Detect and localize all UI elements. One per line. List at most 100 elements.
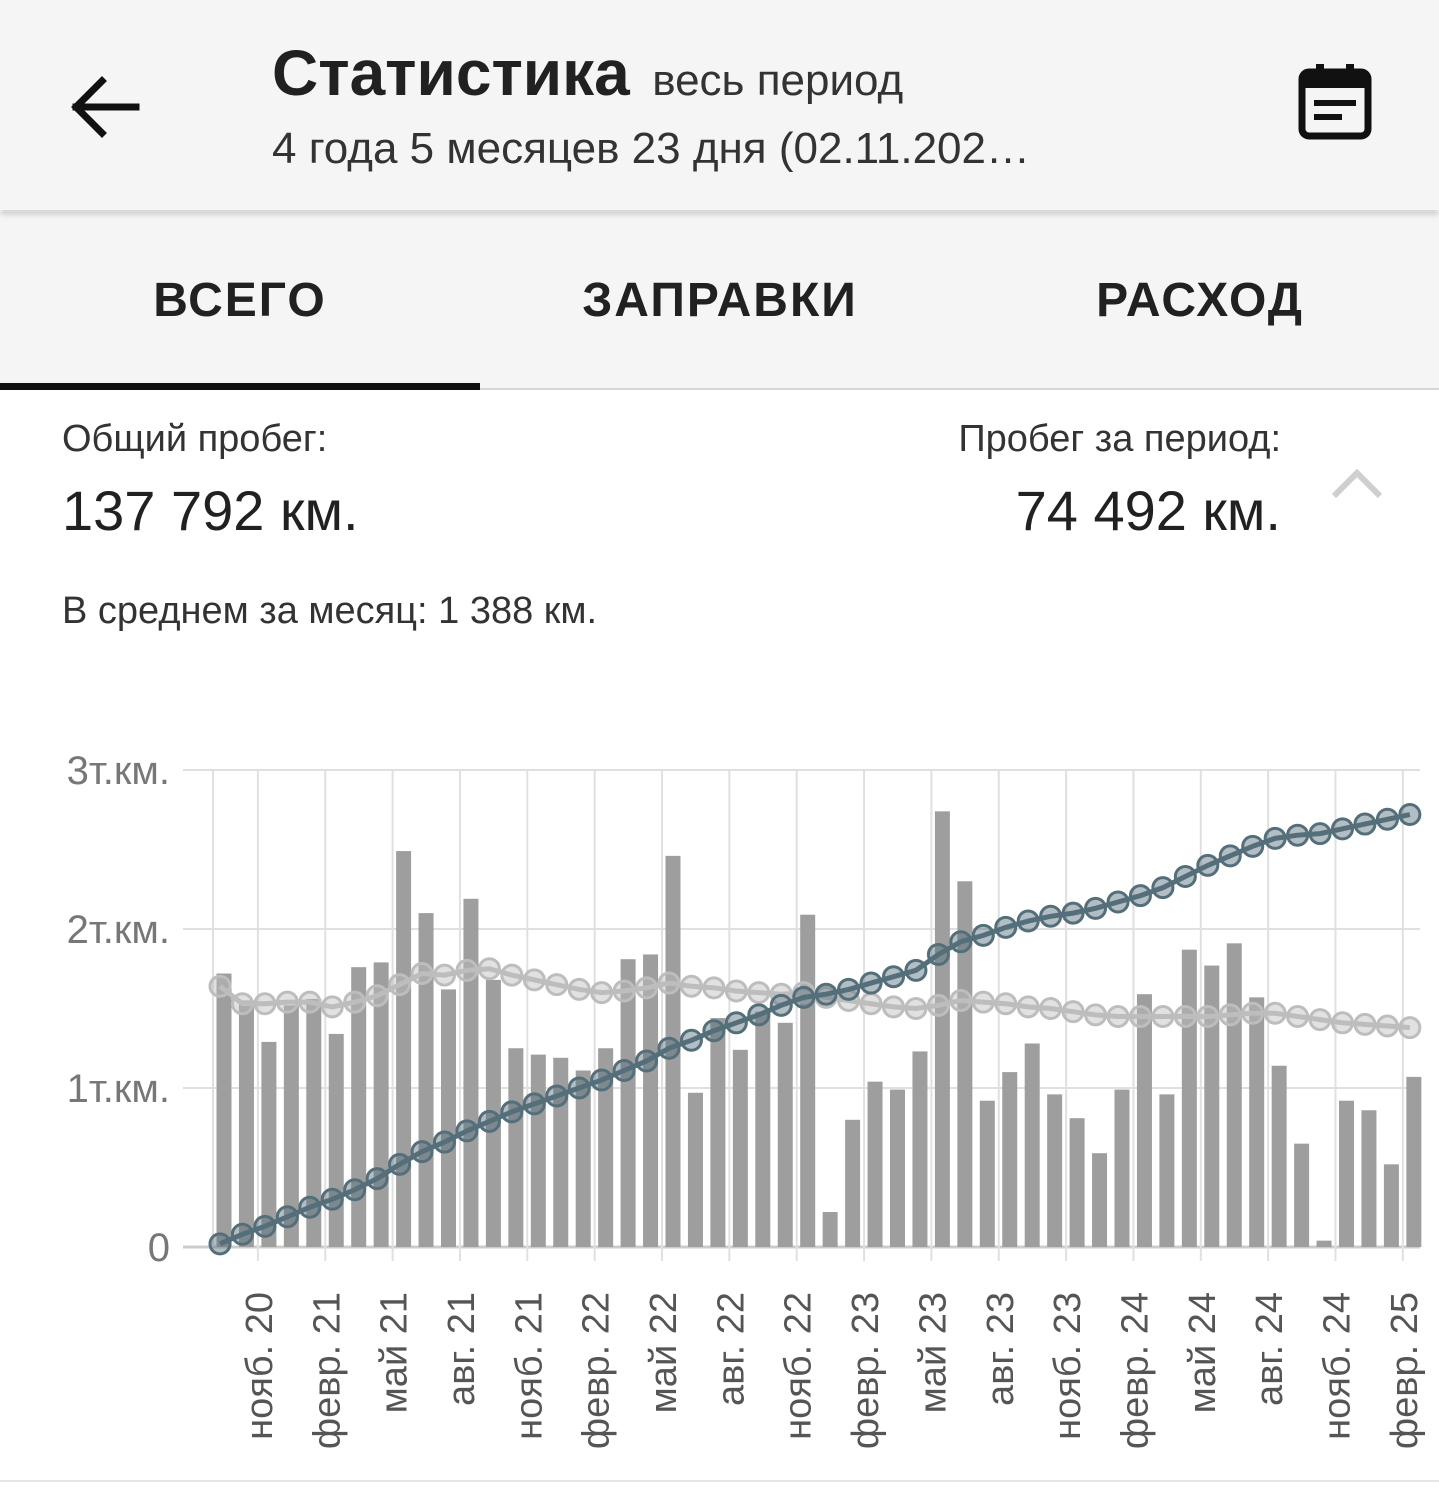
average-point — [1061, 1000, 1085, 1024]
average-point — [1196, 1004, 1220, 1028]
cumulative-point — [635, 1049, 659, 1073]
cumulative-point — [1151, 876, 1175, 900]
average-point — [522, 968, 546, 992]
app-bar: Статистика весь период 4 года 5 месяцев … — [0, 0, 1439, 210]
x-axis-labels: нояб. 20 февр. 21 май 21 авг. 21 нояб. 21 фев… — [239, 1292, 1426, 1449]
average-point — [388, 973, 412, 997]
cumulative-point — [814, 982, 838, 1006]
average-point — [1286, 1004, 1310, 1028]
average-point — [612, 979, 636, 1003]
mileage-bar — [1249, 997, 1265, 1247]
cumulative-point — [545, 1084, 569, 1108]
x-tick-label: май 21 — [374, 1292, 416, 1413]
average-point — [1173, 1004, 1197, 1028]
tab-refuels[interactable]: ЗАПРАВКИ — [582, 273, 858, 327]
x-tick-label: май 24 — [1182, 1292, 1224, 1413]
average-point — [971, 990, 995, 1014]
cumulative-point — [949, 930, 973, 954]
mileage-bar — [643, 954, 659, 1247]
mileage-bar — [328, 1033, 344, 1247]
mileage-bar — [665, 855, 681, 1247]
collapse-button[interactable] — [1322, 460, 1392, 510]
average-point — [455, 958, 479, 982]
mileage-bar — [1339, 1100, 1354, 1247]
cumulative-point — [1398, 803, 1422, 827]
title-row: Статистика весь период — [272, 36, 903, 110]
mileage-bar — [1092, 1153, 1108, 1247]
mileage-bar — [1047, 1094, 1063, 1247]
x-tick-label: авг. 24 — [1249, 1292, 1291, 1406]
mileage-bar — [755, 1011, 771, 1247]
x-tick-label: май 23 — [912, 1292, 954, 1413]
mileage-bar — [283, 1005, 299, 1247]
cumulative-point — [926, 942, 950, 966]
cumulative-point — [612, 1059, 636, 1083]
mileage-bar — [508, 1048, 524, 1247]
mileage-bar — [845, 1119, 861, 1247]
x-tick-label: февр. 24 — [1114, 1292, 1156, 1449]
average-point — [477, 957, 501, 981]
average-point — [1151, 1004, 1175, 1028]
y-tick-label: 2т.км. — [67, 908, 170, 952]
cumulative-point — [1241, 834, 1265, 858]
mileage-bar — [934, 811, 950, 1247]
cumulative-point — [410, 1140, 434, 1164]
average-point — [433, 963, 456, 987]
cumulative-point — [792, 985, 816, 1009]
mileage-bar — [1361, 1110, 1377, 1247]
x-tick-label: февр. 21 — [306, 1292, 348, 1449]
mileage-bar — [867, 1081, 883, 1247]
average-point — [926, 993, 950, 1017]
x-tick-label: нояб. 20 — [239, 1292, 281, 1440]
average-point — [298, 990, 322, 1014]
monthly-average: В среднем за месяц: 1 388 км. — [62, 590, 598, 632]
active-tab-indicator — [0, 383, 480, 390]
cumulative-point — [1016, 909, 1040, 933]
mileage-bar — [306, 998, 322, 1247]
average-point — [679, 974, 703, 998]
x-tick-label: февр. 23 — [845, 1292, 887, 1449]
cumulative-point — [1039, 904, 1063, 928]
cumulative-point — [522, 1092, 546, 1116]
mileage-bar — [441, 989, 456, 1247]
average-point — [208, 974, 232, 998]
mileage-bar — [1159, 1094, 1175, 1247]
calendar-button[interactable] — [1290, 60, 1380, 150]
x-tick-label: февр. 22 — [576, 1292, 618, 1449]
average-point — [230, 992, 254, 1016]
cumulative-point — [253, 1214, 277, 1238]
average-point — [1218, 1003, 1242, 1027]
divider — [0, 1480, 1439, 1482]
mileage-bar — [1406, 1076, 1422, 1247]
mileage-bar — [1316, 1240, 1332, 1247]
cumulative-point — [230, 1222, 254, 1246]
average-point — [1128, 1004, 1152, 1028]
average-point — [1353, 1012, 1377, 1036]
cumulative-point — [1084, 896, 1108, 920]
average-point — [747, 981, 771, 1005]
mileage-bar — [216, 973, 232, 1247]
average-point — [635, 976, 659, 1000]
y-tick-label: 0 — [148, 1226, 170, 1270]
mileage-bar — [620, 959, 636, 1247]
mileage-bar — [351, 967, 367, 1247]
mileage-bar — [1181, 949, 1197, 1247]
tab-bar: ВСЕГО ЗАПРАВКИ РАСХОД — [0, 212, 1439, 390]
mileage-bar — [530, 1054, 546, 1247]
x-tick-label: нояб. 24 — [1317, 1292, 1359, 1440]
mileage-bar — [912, 1051, 928, 1247]
x-tick-label: май 22 — [643, 1292, 685, 1413]
cumulative-point — [1061, 901, 1085, 925]
average-point — [1084, 1003, 1108, 1027]
cumulative-point — [1353, 812, 1377, 836]
average-point — [1398, 1016, 1422, 1040]
tab-consumption[interactable]: РАСХОД — [1096, 273, 1304, 327]
back-button[interactable] — [60, 62, 150, 152]
tab-total[interactable]: ВСЕГО — [153, 273, 327, 327]
total-mileage-value: 137 792 км. — [62, 479, 359, 542]
average-point — [1263, 1001, 1287, 1025]
cumulative-point — [208, 1232, 232, 1256]
mileage-bar — [1024, 1043, 1040, 1247]
cumulative-point — [971, 923, 995, 947]
average-point — [882, 995, 905, 1019]
